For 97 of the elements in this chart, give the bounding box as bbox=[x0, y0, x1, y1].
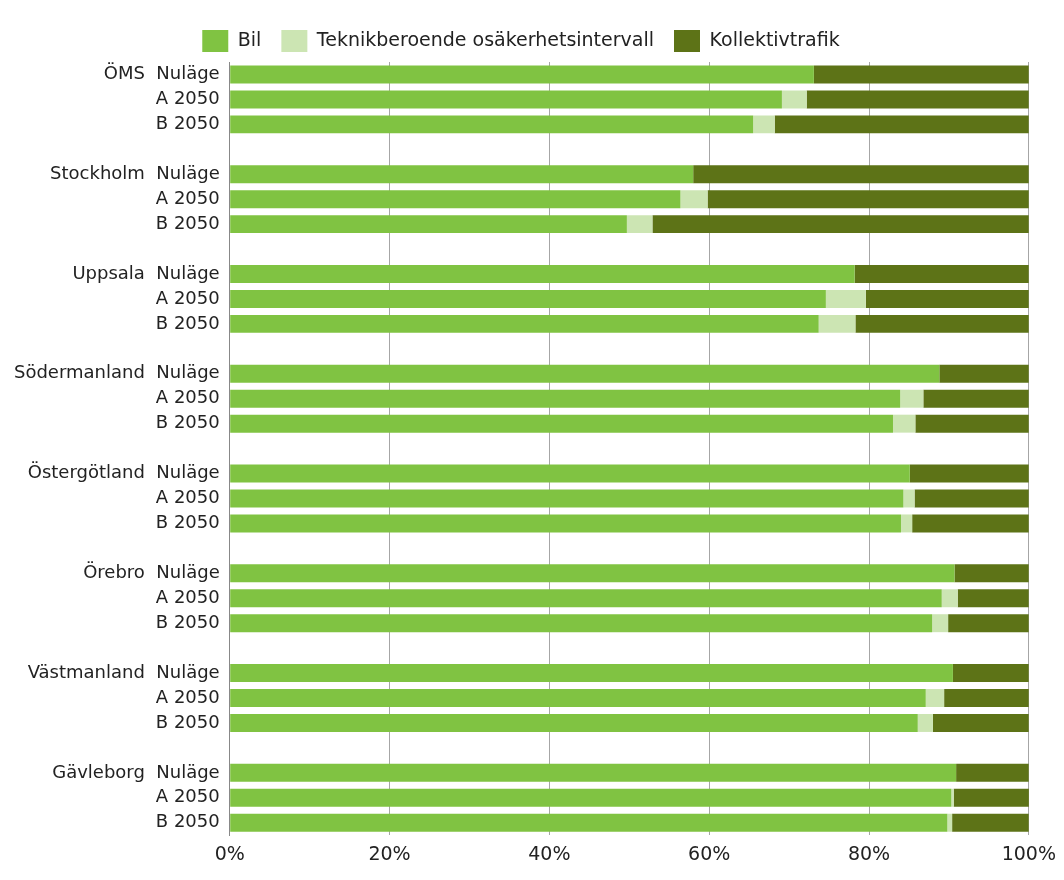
bar bbox=[939, 364, 1029, 383]
bar bbox=[626, 215, 653, 234]
bar bbox=[925, 689, 945, 707]
x-tick-label: 40% bbox=[528, 841, 571, 864]
y-tick-label: Stockholm Nuläge bbox=[50, 161, 220, 183]
bar bbox=[230, 364, 940, 383]
legend-label: Teknikberoende osäkerhetsintervall bbox=[315, 27, 654, 50]
bar bbox=[230, 489, 904, 508]
y-tick-label: B 2050 bbox=[155, 211, 220, 233]
bar bbox=[932, 713, 1029, 732]
y-tick-label: B 2050 bbox=[155, 311, 220, 333]
bar bbox=[230, 763, 957, 782]
y-tick-label: A 2050 bbox=[155, 585, 220, 607]
bar bbox=[230, 314, 819, 333]
bar bbox=[230, 514, 901, 533]
bar bbox=[230, 788, 952, 807]
bar bbox=[230, 813, 948, 832]
bar bbox=[952, 664, 1029, 683]
legend-label: Kollektivtrafik bbox=[709, 27, 840, 50]
bar bbox=[774, 115, 1029, 134]
y-tick-label: A 2050 bbox=[155, 785, 220, 807]
bar bbox=[230, 664, 953, 683]
bar bbox=[912, 514, 1029, 533]
y-tick-label: A 2050 bbox=[155, 685, 220, 707]
y-tick-label: Västmanland Nuläge bbox=[27, 660, 220, 682]
bar bbox=[230, 414, 893, 433]
bar bbox=[230, 389, 901, 408]
y-tick-label: B 2050 bbox=[155, 411, 220, 433]
bar bbox=[781, 90, 807, 109]
bar bbox=[854, 265, 1029, 283]
bar bbox=[230, 689, 926, 707]
bar bbox=[230, 713, 918, 732]
y-tick-label: Gävleborg Nuläge bbox=[52, 760, 220, 782]
bar bbox=[944, 689, 1029, 707]
y-tick-label: A 2050 bbox=[155, 87, 220, 109]
bar bbox=[903, 489, 915, 508]
bar bbox=[953, 788, 1029, 807]
bar bbox=[892, 414, 916, 433]
x-tick-label: 80% bbox=[847, 841, 891, 864]
bar bbox=[230, 265, 855, 283]
bar bbox=[806, 90, 1029, 109]
bar bbox=[915, 414, 1029, 433]
y-tick-label: ÖMS Nuläge bbox=[103, 62, 220, 84]
bar bbox=[693, 165, 1029, 184]
bar bbox=[952, 813, 1029, 832]
bar bbox=[951, 788, 954, 807]
bar bbox=[923, 389, 1029, 408]
bar bbox=[900, 514, 913, 533]
bar bbox=[680, 190, 708, 209]
bar bbox=[813, 65, 1029, 84]
bar bbox=[917, 713, 933, 732]
bar bbox=[954, 564, 1029, 583]
y-tick-label: A 2050 bbox=[155, 486, 220, 508]
bar bbox=[865, 289, 1029, 308]
bar bbox=[932, 614, 949, 633]
bar bbox=[855, 314, 1029, 333]
y-tick-label: Örebro Nuläge bbox=[83, 560, 220, 582]
bar bbox=[230, 190, 681, 209]
y-tick-label: B 2050 bbox=[155, 610, 220, 632]
bar bbox=[818, 314, 856, 333]
bar bbox=[900, 389, 924, 408]
bar bbox=[230, 165, 694, 184]
bar bbox=[957, 589, 1029, 608]
y-tick-label: B 2050 bbox=[155, 810, 220, 832]
bar bbox=[230, 464, 910, 483]
x-tick-label: 60% bbox=[688, 841, 731, 864]
bar bbox=[230, 90, 782, 109]
bar bbox=[230, 564, 955, 583]
x-tick-label: 100% bbox=[1001, 841, 1056, 864]
bar bbox=[914, 489, 1029, 508]
bar bbox=[947, 813, 953, 832]
bar bbox=[909, 464, 1029, 483]
bar bbox=[230, 289, 826, 308]
bar bbox=[956, 763, 1029, 782]
y-tick-label: Uppsala Nuläge bbox=[72, 261, 220, 283]
y-tick-label: A 2050 bbox=[155, 386, 220, 408]
x-tick-label: 20% bbox=[368, 841, 411, 864]
bar bbox=[948, 614, 1029, 633]
y-tick-label: Södermanland Nuläge bbox=[13, 361, 220, 383]
y-tick-label: Östergötland Nuläge bbox=[27, 461, 220, 483]
bar bbox=[230, 589, 942, 608]
bar bbox=[230, 115, 754, 134]
bar bbox=[753, 115, 775, 134]
bar bbox=[652, 215, 1029, 234]
y-tick-label: B 2050 bbox=[155, 511, 220, 533]
legend-label: Bil bbox=[237, 27, 262, 50]
bar bbox=[230, 215, 627, 234]
bar bbox=[230, 65, 814, 84]
bar bbox=[941, 589, 958, 608]
y-tick-label: A 2050 bbox=[155, 186, 220, 208]
bar bbox=[707, 190, 1029, 209]
bar bbox=[825, 289, 866, 308]
y-tick-label: B 2050 bbox=[155, 710, 220, 732]
y-tick-label: A 2050 bbox=[155, 286, 220, 308]
bar bbox=[230, 614, 933, 633]
x-tick-label: 0% bbox=[214, 841, 245, 864]
y-tick-label: B 2050 bbox=[155, 112, 220, 134]
